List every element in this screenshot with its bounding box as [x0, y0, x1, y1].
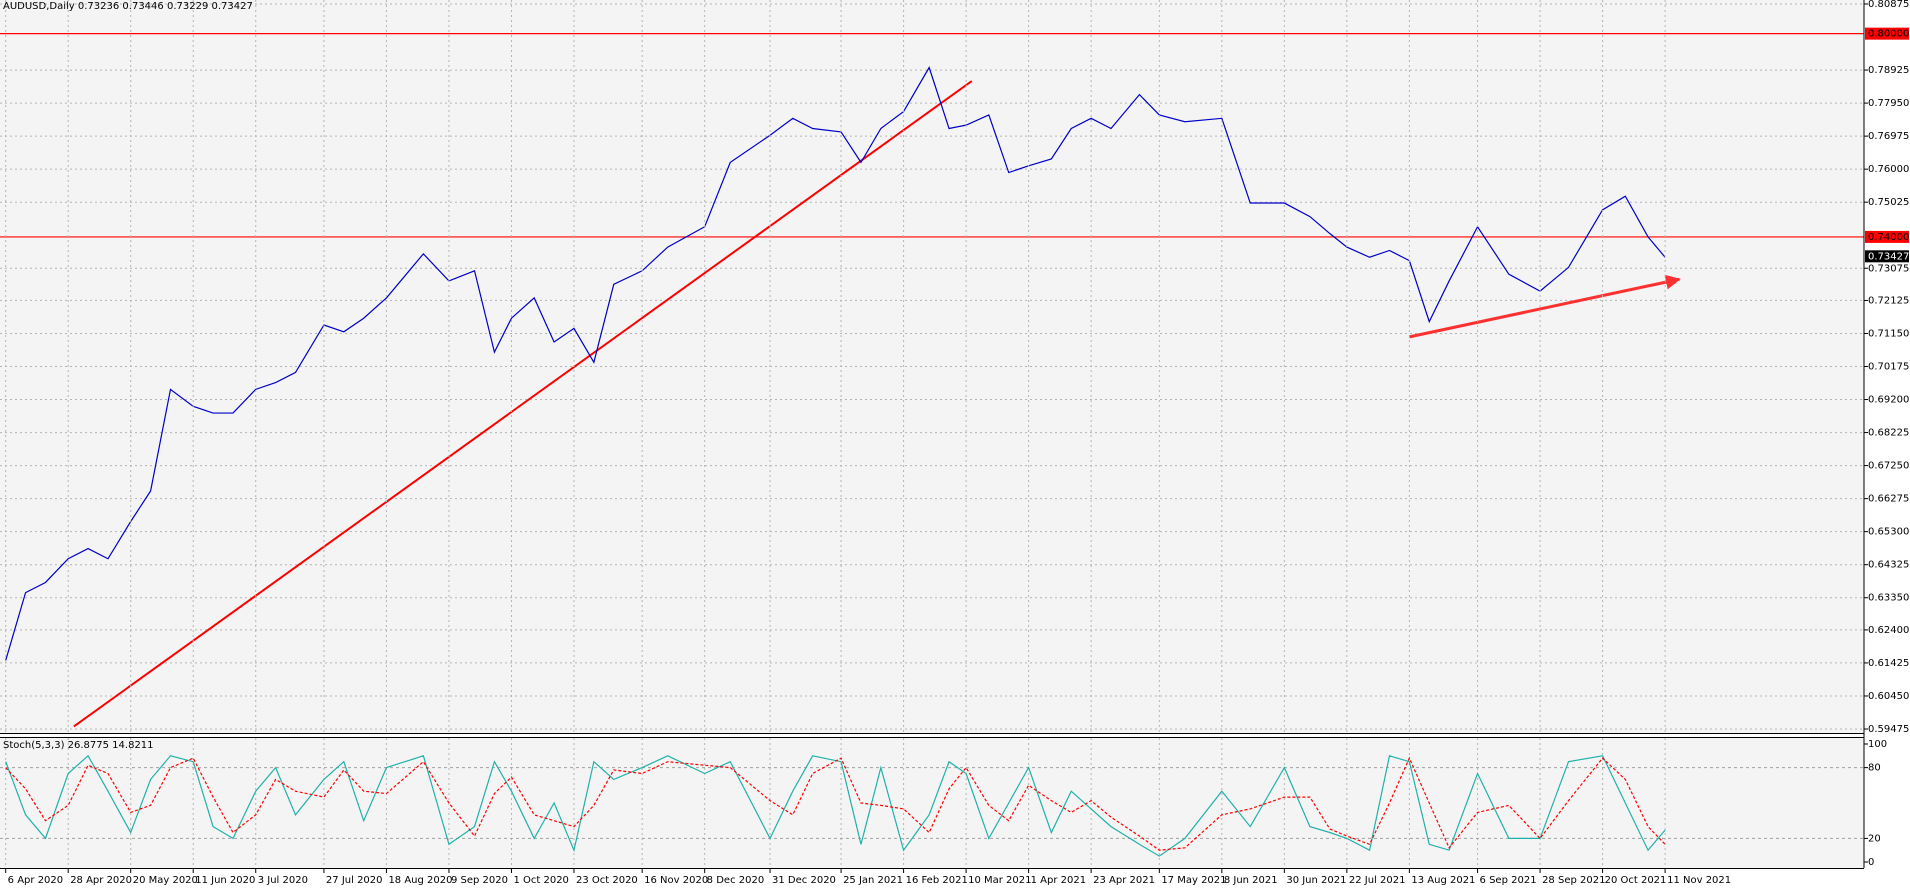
- y-tick-label: 0.70175: [1868, 362, 1909, 373]
- x-tick-label: 25 Jan 2021: [843, 875, 903, 886]
- x-tick-label: 3 Jul 2020: [258, 875, 308, 886]
- y-tick-label: 0.69200: [1868, 395, 1909, 406]
- x-tick-label: 6 Sep 2021: [1480, 875, 1537, 886]
- y-tick-label: 0.73075: [1868, 263, 1909, 274]
- y-tick-label: 0.77950: [1868, 98, 1909, 109]
- x-tick-label: 16 Feb 2021: [906, 875, 968, 886]
- y-tick-label: 0.65300: [1868, 527, 1909, 538]
- current-price-label: 0.73427: [1868, 251, 1909, 262]
- price-level-box: [1865, 27, 1909, 40]
- y-tick-label: 80: [1868, 763, 1881, 774]
- x-tick-label: 1 Apr 2021: [1031, 875, 1086, 886]
- x-tick-label: 8 Dec 2020: [707, 875, 765, 886]
- panel-plot: [0, 754, 1864, 857]
- y-tick-label: 0.67250: [1868, 461, 1909, 472]
- y-tick-label: 0.61425: [1868, 658, 1909, 669]
- x-tick-label: 23 Oct 2020: [576, 875, 638, 886]
- x-tick-label: 1 Oct 2020: [513, 875, 568, 886]
- y-tick-label: 0.68225: [1868, 428, 1909, 439]
- y-tick-label: 0.75025: [1868, 197, 1909, 208]
- chart-title: AUDUSD,Daily 0.73236 0.73446 0.73229 0.7…: [3, 1, 253, 12]
- x-tick-label: 20 Oct 2021: [1605, 875, 1667, 886]
- x-tick-label: 6 Apr 2020: [8, 875, 63, 886]
- x-tick-label: 22 Jul 2021: [1349, 875, 1406, 886]
- x-tick-label: 13 Aug 2021: [1411, 875, 1475, 886]
- y-tick-label: 0.78925: [1868, 65, 1909, 76]
- y-tick-label: 0.80875: [1868, 0, 1909, 10]
- x-tick-label: 18 Aug 2020: [388, 875, 452, 886]
- x-tick-label: 20 May 2020: [133, 875, 198, 886]
- y-tick-label: 0.66275: [1868, 494, 1909, 505]
- y-tick-label: 0.59475: [1868, 724, 1909, 735]
- x-tick-label: 23 Apr 2021: [1093, 875, 1155, 886]
- current-price-box: [1865, 250, 1909, 263]
- x-tick-label: 11 Jun 2020: [195, 875, 255, 886]
- x-tick-label: 27 Jul 2020: [326, 875, 383, 886]
- y-tick-label: 0.76975: [1868, 131, 1909, 142]
- series-line: [5, 754, 1666, 857]
- y-tick-label: 0.60450: [1868, 691, 1909, 702]
- series-line: [5, 756, 1666, 851]
- series-line: [5, 66, 1666, 661]
- x-tick-label: 28 Apr 2020: [70, 875, 132, 886]
- indicator-title: Stoch(5,3,3) 26.8775 14.8211: [3, 740, 154, 751]
- y-tick-label: 20: [1868, 833, 1881, 844]
- panel-plot: [0, 3, 1864, 730]
- x-tick-label: 31 Dec 2020: [772, 875, 836, 886]
- x-tick-label: 17 May 2021: [1161, 875, 1226, 886]
- x-tick-label: 9 Sep 2020: [451, 875, 508, 886]
- price-level-box: [1865, 230, 1909, 243]
- y-tick-label: 0.63350: [1868, 593, 1909, 604]
- y-tick-label: 0.71150: [1868, 328, 1909, 339]
- x-tick-label: 8 Jun 2021: [1224, 875, 1278, 886]
- y-tick-label: 0.64325: [1868, 560, 1909, 571]
- x-tick-label: 30 Jun 2021: [1286, 875, 1346, 886]
- sub-panel: [0, 738, 1864, 868]
- y-tick-label: 0.72125: [1868, 295, 1909, 306]
- trend-line: [73, 80, 973, 728]
- y-tick-label: 0.76000: [1868, 164, 1909, 175]
- arrow: [1409, 274, 1681, 339]
- y-tick-label: 0: [1868, 857, 1874, 868]
- price-level-label: 0.74000: [1868, 232, 1909, 243]
- y-tick-label: 0.62400: [1868, 625, 1909, 636]
- x-tick-label: 16 Nov 2020: [644, 875, 708, 886]
- price-level-label: 0.80000: [1868, 29, 1909, 40]
- y-tick-label: 100: [1868, 739, 1887, 750]
- x-tick-label: 11 Nov 2021: [1667, 875, 1731, 886]
- x-tick-label: 10 Mar 2021: [968, 875, 1031, 886]
- x-tick-label: 28 Sep 2021: [1542, 875, 1605, 886]
